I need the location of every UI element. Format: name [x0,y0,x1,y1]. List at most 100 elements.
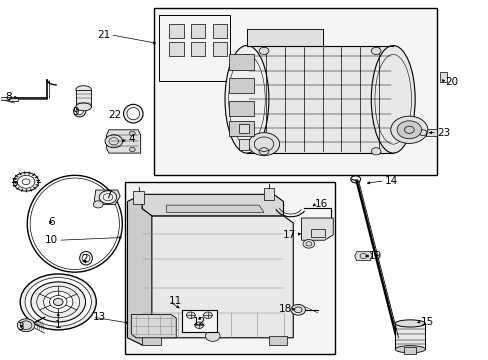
Polygon shape [142,216,293,338]
Bar [168,42,183,55]
Polygon shape [246,45,392,153]
Ellipse shape [82,254,90,262]
Bar [264,188,273,201]
Text: 21: 21 [97,30,110,40]
Text: 4: 4 [128,134,135,144]
Polygon shape [166,205,264,212]
Bar [190,24,205,38]
Bar [311,229,325,237]
Text: 5: 5 [11,178,18,188]
Circle shape [129,131,135,135]
Polygon shape [106,130,141,153]
Polygon shape [354,252,371,261]
Text: 10: 10 [45,235,58,245]
Circle shape [370,47,380,54]
Text: 11: 11 [168,296,182,306]
Bar [159,15,229,81]
Circle shape [13,172,39,191]
Circle shape [203,312,212,319]
Bar [404,347,415,354]
Text: 15: 15 [420,317,433,327]
Circle shape [370,148,380,155]
Circle shape [53,298,63,306]
Text: 6: 6 [48,217,55,227]
Circle shape [93,201,103,208]
Circle shape [31,282,85,322]
Bar [212,24,227,38]
Circle shape [396,121,421,139]
Polygon shape [131,315,176,338]
Polygon shape [301,218,332,240]
Text: 9: 9 [73,107,80,117]
Text: 20: 20 [445,77,458,87]
Circle shape [290,305,305,315]
Text: 2: 2 [81,254,88,264]
Polygon shape [94,190,120,204]
Bar [133,191,144,204]
Text: 14: 14 [384,176,397,186]
Text: 12: 12 [193,317,206,327]
Bar [228,101,254,116]
Circle shape [20,274,96,330]
Bar [168,24,183,38]
Circle shape [259,47,268,54]
Circle shape [303,239,314,248]
Circle shape [17,175,35,188]
Bar [142,336,160,345]
Text: 23: 23 [436,128,449,138]
Text: 22: 22 [108,110,122,120]
Polygon shape [238,139,249,149]
Ellipse shape [73,105,85,117]
Bar [190,42,205,55]
Text: 3: 3 [17,322,23,332]
Ellipse shape [370,45,414,153]
Ellipse shape [76,103,91,111]
Text: 19: 19 [368,251,381,261]
Text: 8: 8 [5,92,11,102]
Bar [268,336,287,345]
Ellipse shape [80,251,92,265]
Text: 16: 16 [315,199,328,210]
Circle shape [43,291,73,313]
Text: 13: 13 [92,312,105,322]
Bar [154,8,436,175]
Bar [182,310,217,332]
Bar [439,72,446,82]
Circle shape [25,278,91,326]
Circle shape [186,312,195,319]
Text: 18: 18 [279,304,292,314]
Circle shape [259,148,268,155]
Ellipse shape [127,108,140,120]
Polygon shape [425,129,436,136]
Bar [228,54,254,69]
Polygon shape [246,30,322,45]
Circle shape [390,116,427,143]
Bar [228,121,254,136]
Ellipse shape [394,320,425,327]
Circle shape [248,133,279,156]
Bar [76,90,91,107]
Bar [9,98,18,101]
Ellipse shape [394,346,425,353]
Circle shape [17,319,35,332]
Ellipse shape [224,45,268,153]
Bar [394,323,425,349]
Text: 1: 1 [55,320,61,330]
Ellipse shape [76,86,91,94]
Polygon shape [142,194,283,216]
Circle shape [194,322,203,328]
Ellipse shape [123,104,143,123]
Polygon shape [238,125,249,134]
Circle shape [99,191,117,204]
Ellipse shape [76,108,83,115]
Polygon shape [0,97,14,100]
Circle shape [205,330,220,341]
Text: 7: 7 [105,190,112,200]
Polygon shape [127,194,152,345]
Bar [212,42,227,55]
Bar [125,182,334,354]
Circle shape [105,135,122,148]
Bar [228,78,254,93]
Text: 17: 17 [282,230,295,239]
Circle shape [129,147,135,152]
